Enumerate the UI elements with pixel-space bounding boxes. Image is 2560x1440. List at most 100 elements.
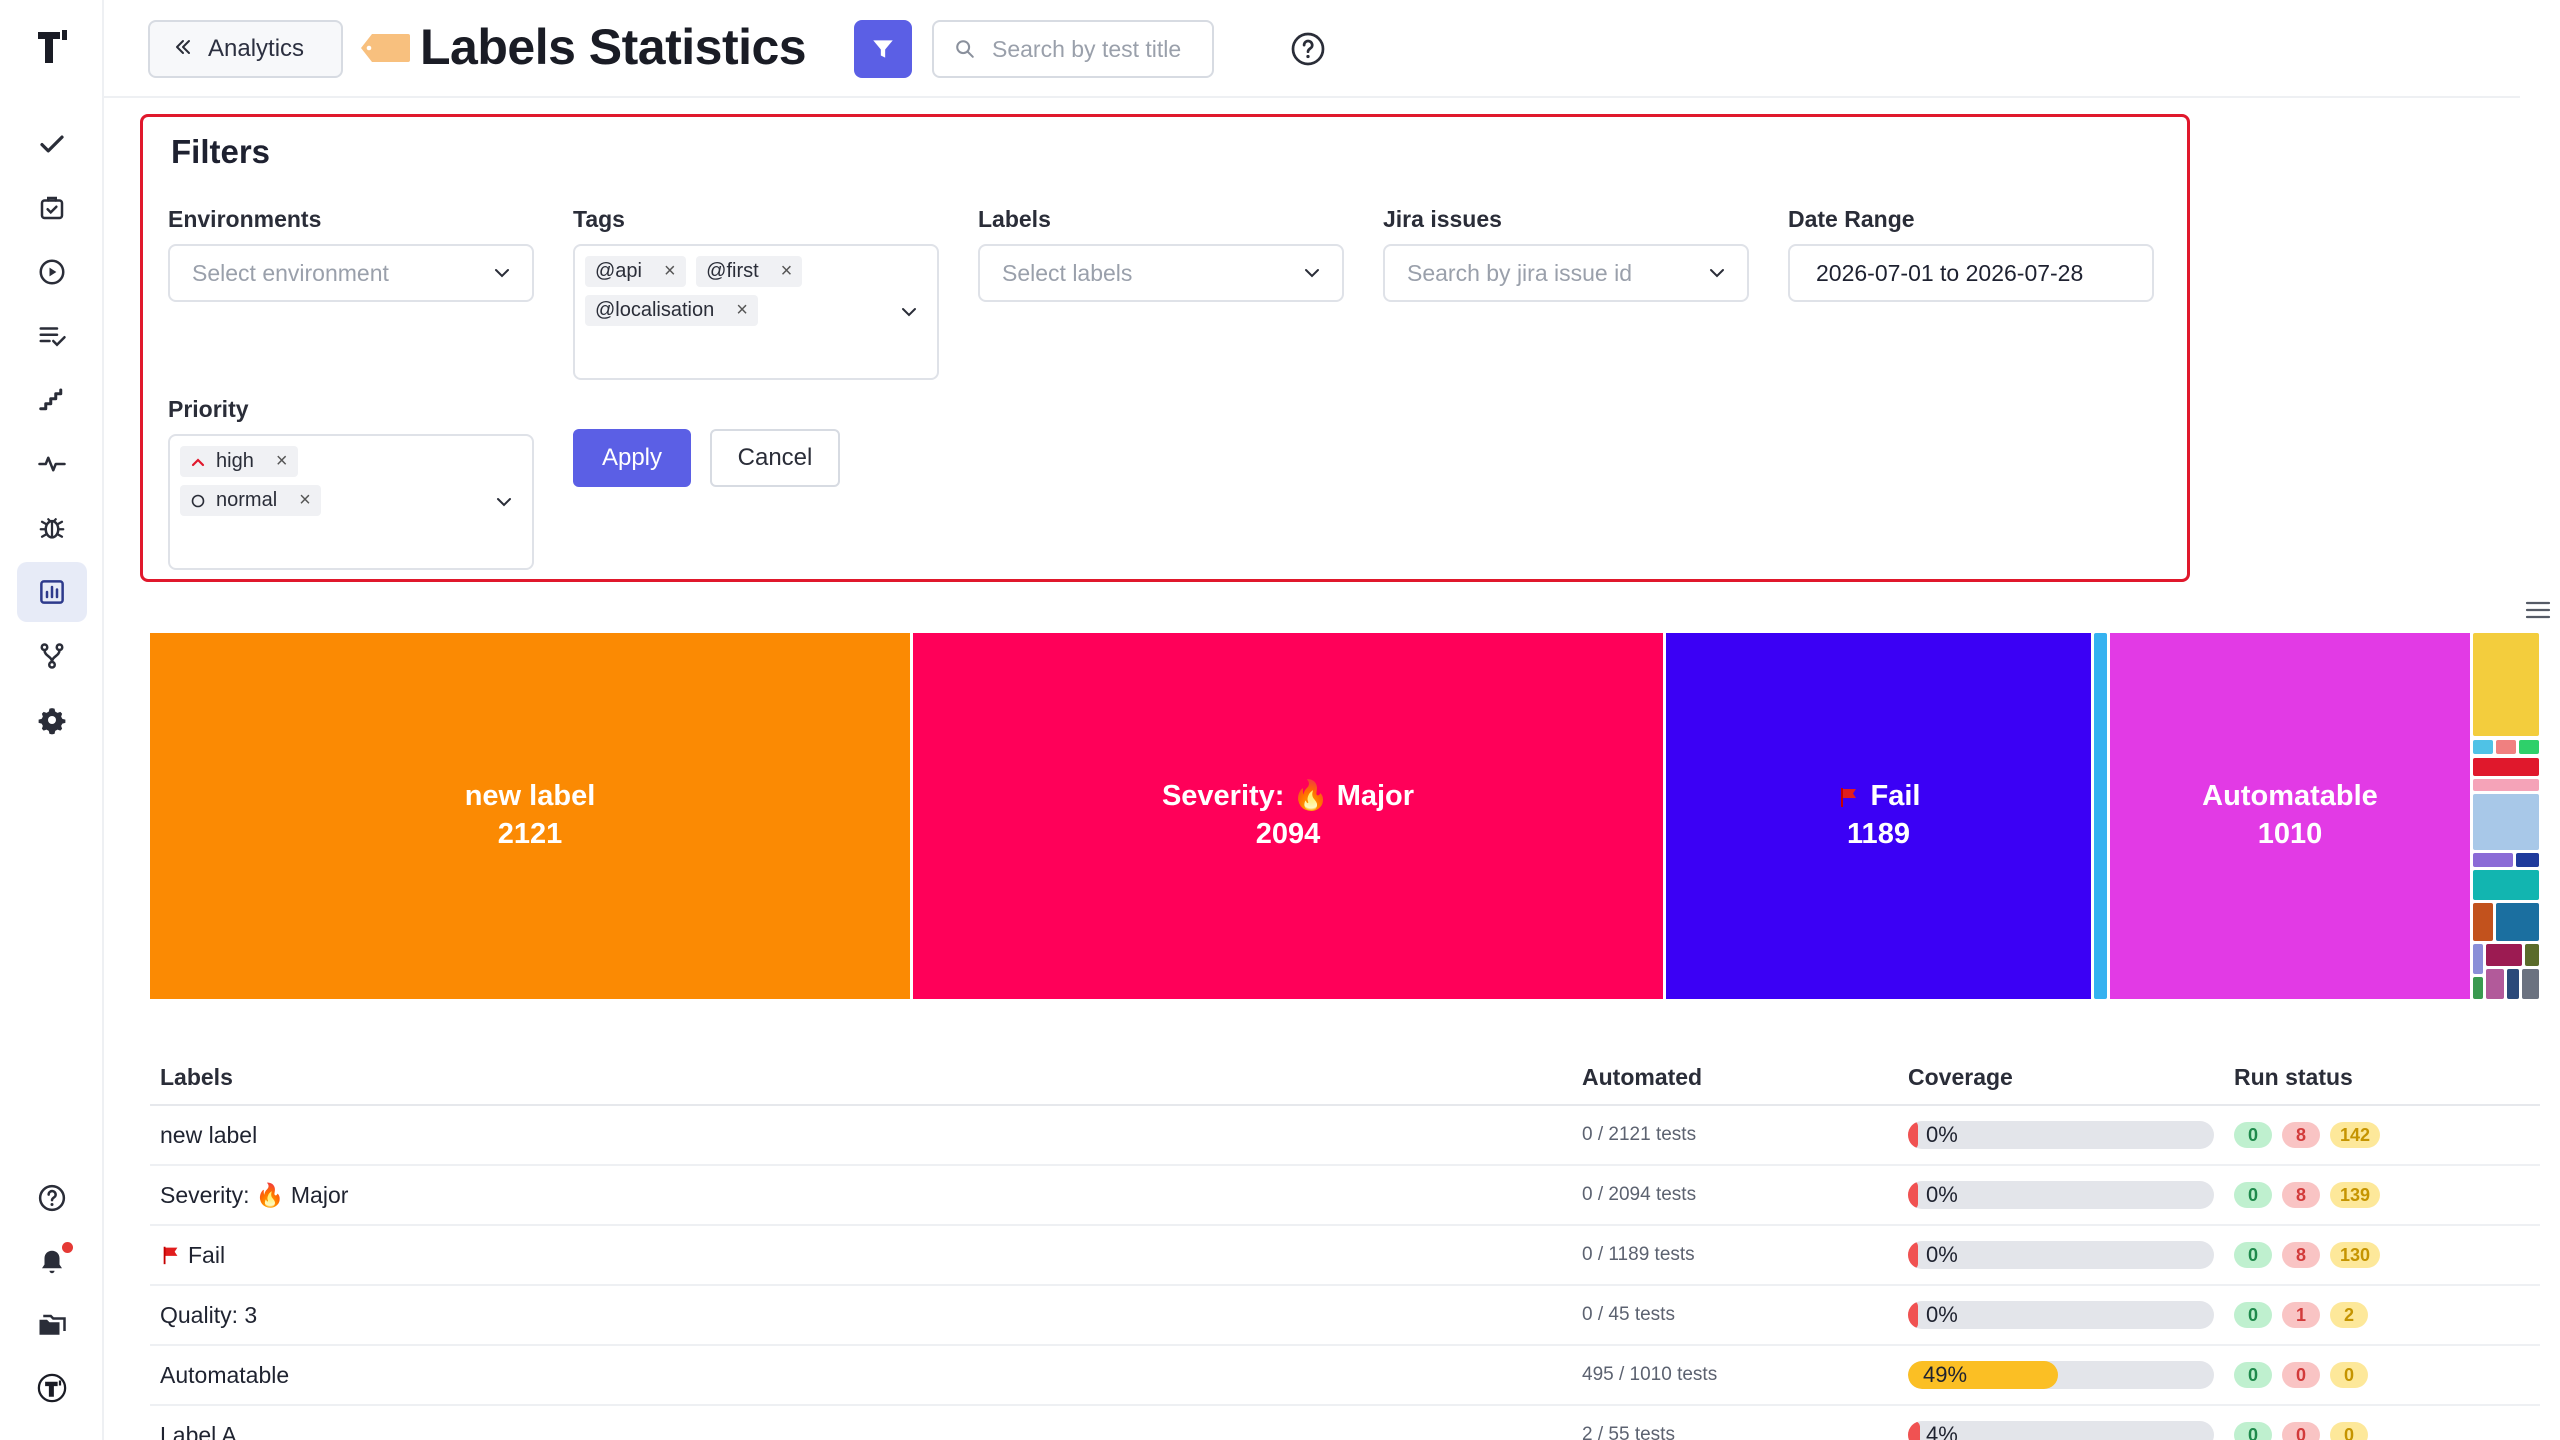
status-badge-skipped: 0	[2330, 1422, 2368, 1440]
label-name[interactable]: Automatable	[160, 1361, 290, 1388]
user-avatar-icon[interactable]	[17, 1358, 87, 1418]
treemap-tile-small[interactable]	[2507, 969, 2519, 999]
treemap-tile-small[interactable]	[2473, 944, 2483, 974]
tags-multiselect[interactable]: @api × @first × @localisation ×	[573, 244, 939, 380]
row-label: Label A	[150, 1422, 1582, 1440]
nav-checklist-icon[interactable]	[17, 306, 87, 366]
nav-plans-icon[interactable]	[17, 178, 87, 238]
treemap-tile-small[interactable]	[2473, 758, 2539, 776]
treemap-tile-small[interactable]	[2516, 853, 2539, 867]
treemap-tile-new-label[interactable]: new label 2121	[150, 633, 910, 999]
date-range-input[interactable]: 2026-07-01 to 2026-07-28	[1788, 244, 2154, 302]
search-input[interactable]	[992, 35, 1192, 63]
treemap-tile-small[interactable]	[2486, 969, 2504, 999]
search-box[interactable]	[932, 20, 1214, 78]
apply-button[interactable]: Apply	[573, 429, 691, 487]
coverage-bar: 49%	[1908, 1361, 2214, 1389]
labels-treemap: new label 2121 Severity: 🔥 Major 2094 Fa…	[150, 633, 2540, 999]
nav-branches-icon[interactable]	[17, 626, 87, 686]
treemap-tile-severity-major[interactable]: Severity: 🔥 Major 2094	[913, 633, 1663, 999]
column-header-automated[interactable]: Automated	[1582, 1063, 1703, 1090]
nav-analytics-icon[interactable]	[17, 562, 87, 622]
label-name[interactable]: Label A	[160, 1421, 237, 1440]
tags-filter: Tags @api × @first × @localisation ×	[573, 206, 939, 380]
treemap-tile-automatable[interactable]: Automatable 1010	[2110, 633, 2470, 999]
row-automated: 0 / 2094 tests	[1582, 1184, 1697, 1205]
treemap-tile-small[interactable]	[2496, 903, 2539, 941]
nav-steps-icon[interactable]	[17, 370, 87, 430]
nav-tests-icon[interactable]	[17, 114, 87, 174]
row-automated: 0 / 1189 tests	[1582, 1244, 1695, 1265]
treemap-tile-small[interactable]	[2473, 903, 2493, 941]
column-header-run-status[interactable]: Run status	[2234, 1063, 2353, 1090]
nav-pulse-icon[interactable]	[17, 434, 87, 494]
tile-value: 1010	[2257, 818, 2323, 850]
treemap-tile-small[interactable]	[2473, 740, 2493, 754]
label-name[interactable]: new label	[160, 1121, 258, 1148]
treemap-tile-small[interactable]	[2473, 633, 2539, 736]
remove-chip-icon[interactable]: ×	[299, 489, 311, 511]
normal-priority-circle-icon	[191, 494, 205, 507]
date-range-label: Date Range	[1788, 206, 1915, 232]
coverage-bar: 0%	[1908, 1301, 2214, 1329]
nav-runs-icon[interactable]	[17, 242, 87, 302]
table-row[interactable]: Automatable 495 / 1010 tests 49% 0 0 0	[150, 1346, 2540, 1406]
chart-menu-icon[interactable]	[2524, 596, 2552, 624]
jira-filter: Jira issues Search by jira issue id	[1383, 206, 1749, 302]
label-name[interactable]: Quality: 3	[160, 1301, 258, 1328]
chevron-down-icon	[1305, 269, 1319, 278]
treemap-tile-small[interactable]	[2519, 740, 2539, 754]
treemap-tile-small[interactable]	[2473, 870, 2539, 900]
tag-chip-label: @first	[706, 260, 759, 282]
treemap-tile-small[interactable]	[2473, 779, 2539, 791]
remove-chip-icon[interactable]: ×	[275, 450, 288, 472]
coverage-bar: 4%	[1908, 1421, 2214, 1440]
table-row[interactable]: Quality: 3 0 / 45 tests 0% 0 1 2	[150, 1286, 2540, 1346]
filter-toggle-button[interactable]	[854, 20, 912, 78]
treemap-tile-small[interactable]	[2473, 794, 2539, 850]
label-name[interactable]: Severity: 🔥 Major	[160, 1181, 349, 1208]
nav-settings-icon[interactable]	[17, 690, 87, 750]
red-flag-icon	[1840, 788, 1856, 808]
jira-select[interactable]: Search by jira issue id	[1383, 244, 1749, 302]
priority-filter: Priority high × normal ×	[168, 396, 534, 570]
status-badge-failed: 8	[2282, 1122, 2320, 1148]
projects-folder-icon[interactable]	[17, 1296, 87, 1356]
remove-chip-icon[interactable]: ×	[736, 299, 748, 321]
column-header-labels[interactable]: Labels	[160, 1063, 233, 1090]
treemap-tile-small[interactable]	[2486, 944, 2522, 966]
treemap-tile-fail[interactable]: Fail 1189	[1666, 633, 2091, 999]
back-to-analytics-button[interactable]: Analytics	[148, 20, 343, 78]
row-coverage: 4%	[1908, 1421, 2234, 1440]
remove-chip-icon[interactable]: ×	[664, 260, 676, 282]
treemap-tile-small[interactable]	[2094, 633, 2107, 999]
treemap-tile-small[interactable]	[2473, 977, 2483, 999]
environment-select[interactable]: Select environment	[168, 244, 534, 302]
page-help-icon[interactable]	[1290, 31, 1326, 67]
labels-filter: Labels Select labels	[978, 206, 1344, 302]
coverage-bar-fill	[1908, 1421, 1921, 1440]
row-coverage: 0%	[1908, 1181, 2234, 1209]
column-header-coverage[interactable]: Coverage	[1908, 1063, 2013, 1090]
notifications-bell-icon[interactable]	[17, 1232, 87, 1292]
label-name[interactable]: Fail	[188, 1241, 226, 1268]
app-logo[interactable]	[36, 26, 70, 66]
treemap-tile-small[interactable]	[2525, 944, 2539, 966]
row-coverage: 49%	[1908, 1361, 2234, 1389]
help-icon[interactable]	[17, 1168, 87, 1228]
table-row[interactable]: Severity: 🔥 Major 0 / 2094 tests 0% 0 8 139	[150, 1166, 2540, 1226]
cancel-button[interactable]: Cancel	[710, 429, 840, 487]
status-badge-failed: 0	[2282, 1362, 2320, 1388]
treemap-tile-small[interactable]	[2522, 969, 2539, 999]
priority-multiselect[interactable]: high × normal ×	[168, 434, 534, 570]
table-row[interactable]: Fail 0 / 1189 tests 0% 0 8 130	[150, 1226, 2540, 1286]
priority-chip: normal ×	[180, 485, 321, 516]
tile-value: 1189	[1847, 818, 1910, 850]
treemap-tile-small[interactable]	[2473, 853, 2513, 867]
remove-chip-icon[interactable]: ×	[780, 260, 793, 282]
nav-bug-icon[interactable]	[17, 498, 87, 558]
table-row[interactable]: new label 0 / 2121 tests 0% 0 8 142	[150, 1106, 2540, 1166]
treemap-tile-small[interactable]	[2496, 740, 2516, 754]
labels-select[interactable]: Select labels	[978, 244, 1344, 302]
